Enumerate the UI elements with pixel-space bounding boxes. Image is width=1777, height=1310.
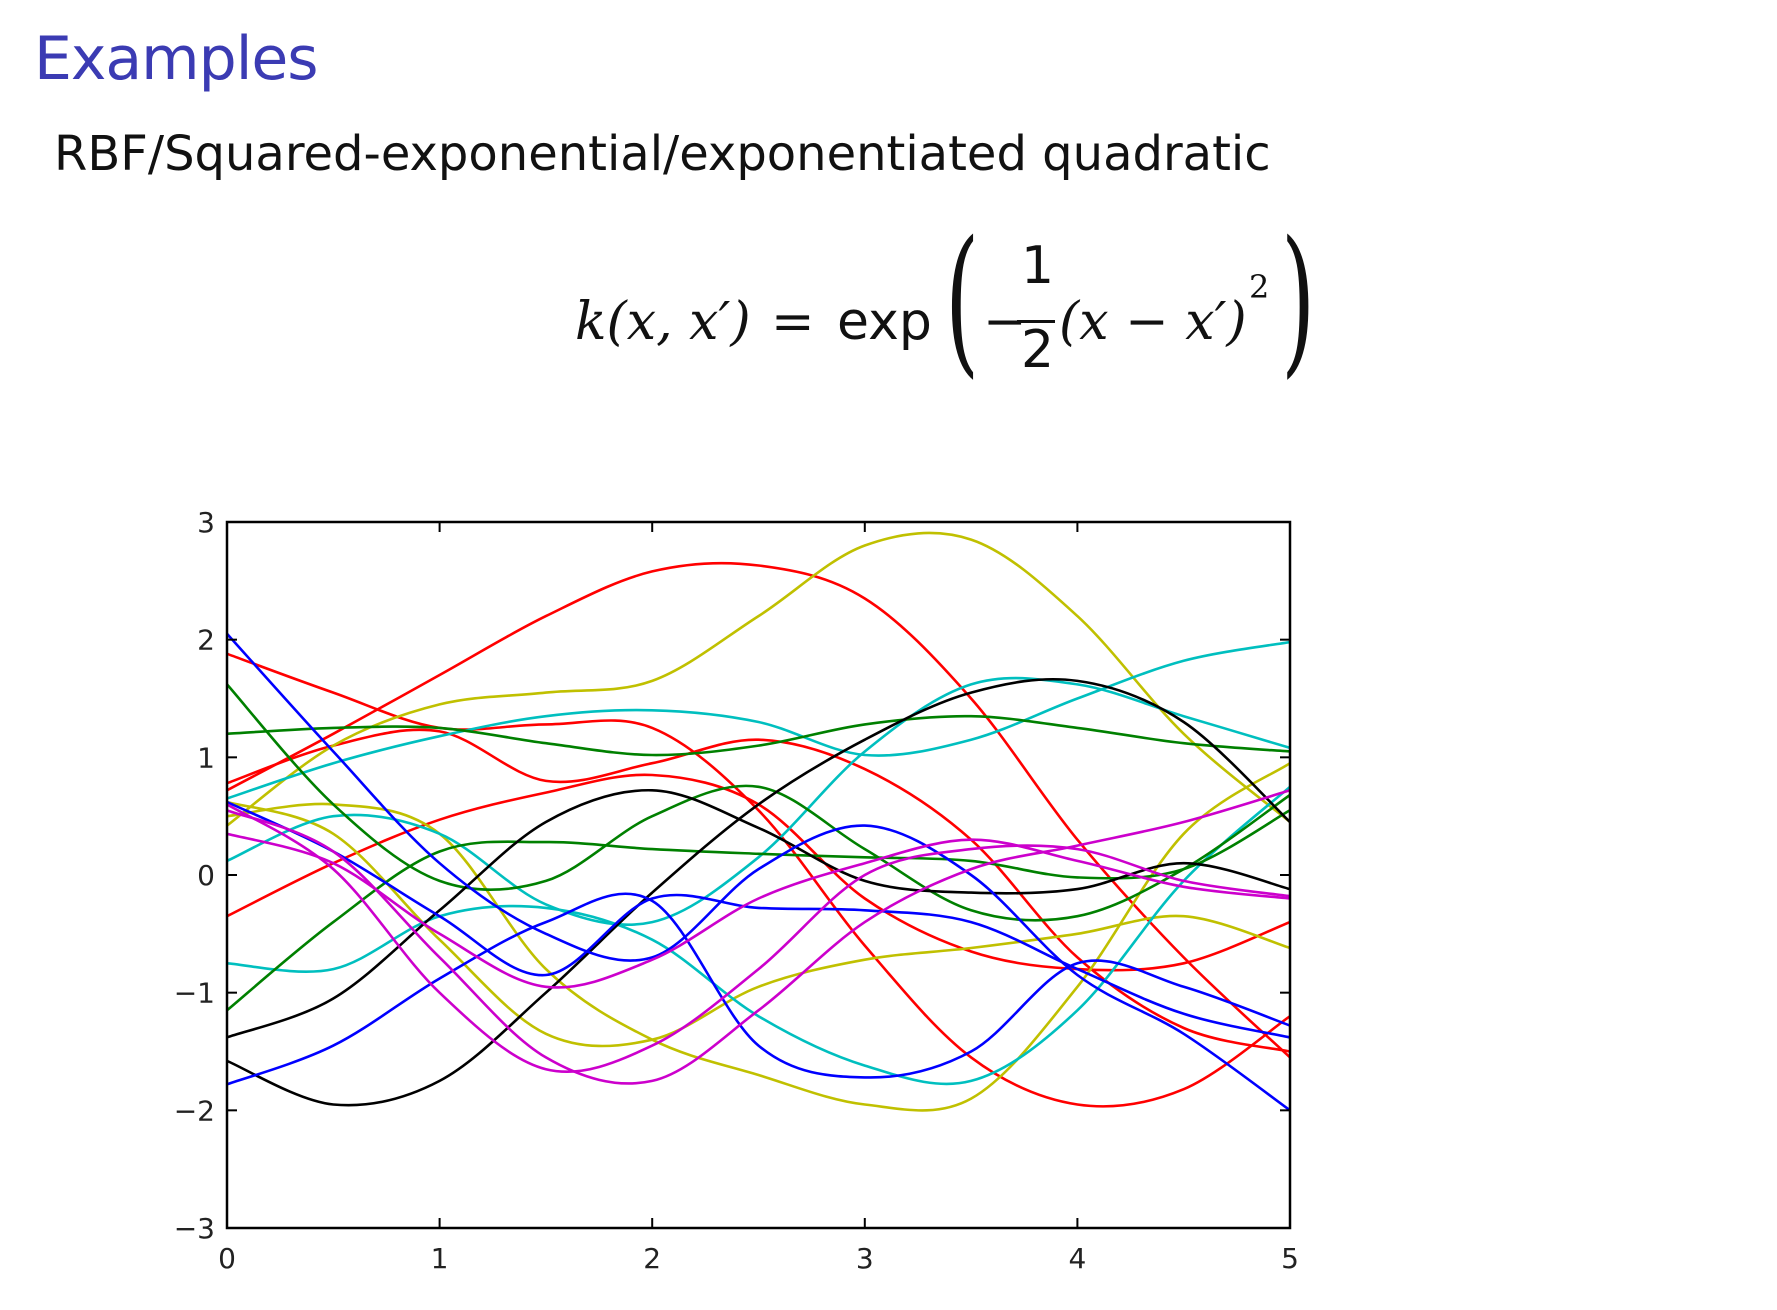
sample-line-7	[227, 800, 1290, 1048]
formula-equals: =	[771, 292, 815, 352]
x-tick-label: 5	[1281, 1242, 1299, 1275]
sample-line-3	[227, 728, 1290, 1053]
y-tick-label: 0	[197, 859, 215, 892]
sample-line-17	[227, 800, 1290, 1039]
sample-line-1	[227, 561, 1290, 1059]
sample-line-12	[227, 683, 1290, 922]
formula-lhs: k(x, x′)	[575, 292, 751, 352]
x-tick-label: 0	[218, 1242, 236, 1275]
y-tick-label: −1	[174, 977, 215, 1010]
axis-ticks	[226, 521, 1291, 1229]
sample-line-9	[227, 676, 1290, 926]
sample-line-16	[227, 632, 1290, 1112]
x-tick-label: 4	[1068, 1242, 1086, 1275]
sample-line-19	[227, 832, 1290, 989]
y-tick-label: 2	[197, 624, 215, 657]
sample-line-18	[227, 892, 1290, 1086]
x-tick-label: 1	[431, 1242, 449, 1275]
sample-line-5	[227, 531, 1290, 827]
sample-line-6	[227, 762, 1290, 1112]
sample-line-2	[227, 652, 1290, 1108]
kernel-formula: k(x, x′) = exp ( − 1 2 (x − x′) 2 )	[575, 206, 1335, 400]
axis-tick-labels: 0 1 2 3 4 5 3 2 1 0 −1 −2 −3	[174, 506, 1299, 1275]
sample-line-11	[227, 714, 1290, 757]
y-tick-label: 1	[197, 741, 215, 774]
sample-line-10	[227, 785, 1290, 1086]
formula-denominator: 2	[1021, 320, 1055, 380]
formula-exp: exp	[837, 292, 932, 352]
plot-lines	[227, 531, 1290, 1112]
sample-line-15	[227, 677, 1290, 1107]
y-tick-label: 3	[197, 506, 215, 539]
y-tick-label: −3	[174, 1212, 215, 1245]
slide-subtitle: RBF/Squared-exponential/exponentiated qu…	[54, 126, 1271, 182]
slide-title: Examples	[34, 24, 319, 94]
sample-line-21	[227, 789, 1290, 1085]
formula-right-paren: )	[1281, 206, 1316, 393]
x-tick-label: 2	[643, 1242, 661, 1275]
formula-left-paren: (	[945, 206, 980, 393]
formula-fraction-bar	[1017, 320, 1055, 323]
y-tick-label: −2	[174, 1094, 215, 1127]
formula-numerator: 1	[1021, 236, 1055, 296]
formula-exponent: 2	[1249, 268, 1270, 306]
x-tick-label: 3	[856, 1242, 874, 1275]
formula-body: (x − x′)	[1059, 292, 1247, 352]
sample-line-20	[227, 803, 1290, 1074]
sample-line-14	[227, 788, 1290, 1039]
